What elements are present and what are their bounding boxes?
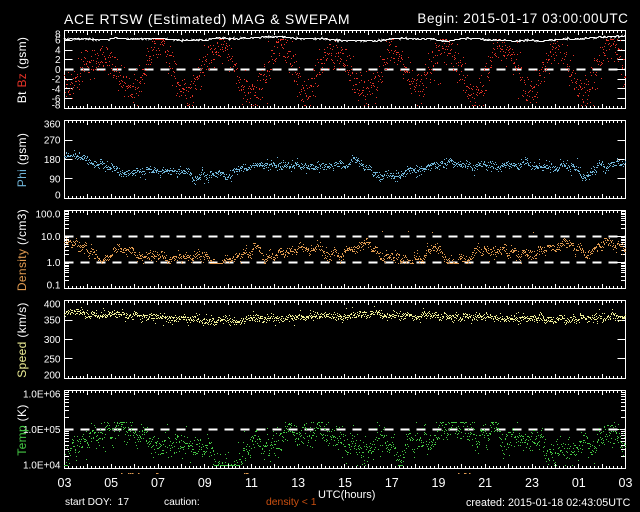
svg-text:-6: -6: [52, 94, 61, 105]
svg-text:8: 8: [55, 29, 61, 40]
svg-text:250: 250: [44, 354, 61, 365]
svg-text:1.0: 1.0: [47, 258, 61, 269]
svg-text:10.0: 10.0: [41, 232, 61, 243]
svg-text:-2: -2: [52, 75, 61, 86]
svg-text:0.1: 0.1: [47, 280, 61, 291]
svg-text:19: 19: [432, 476, 446, 490]
svg-text:03: 03: [619, 476, 633, 490]
svg-text:180: 180: [44, 155, 61, 166]
svg-text:0: 0: [55, 65, 61, 76]
svg-text:13: 13: [291, 476, 305, 490]
svg-text:90: 90: [49, 174, 61, 185]
svg-text:07: 07: [151, 476, 165, 490]
svg-text:6: 6: [55, 36, 61, 47]
svg-text:0: 0: [55, 190, 61, 201]
svg-text:4: 4: [55, 45, 61, 56]
svg-text:-8: -8: [52, 100, 61, 111]
svg-text:1.0E+04: 1.0E+04: [23, 460, 61, 471]
svg-text:09: 09: [198, 476, 212, 490]
svg-text:15: 15: [338, 476, 352, 490]
svg-text:300: 300: [44, 335, 61, 346]
svg-text:17: 17: [385, 476, 399, 490]
svg-text:21: 21: [478, 476, 492, 490]
svg-text:23: 23: [525, 476, 539, 490]
svg-text:200: 200: [44, 370, 61, 381]
svg-text:-4: -4: [52, 84, 61, 95]
svg-text:11: 11: [245, 476, 258, 490]
svg-text:1.0E+06: 1.0E+06: [23, 389, 61, 400]
svg-text:1.0E+05: 1.0E+05: [23, 425, 61, 436]
svg-text:03: 03: [58, 476, 72, 490]
svg-text:01: 01: [572, 476, 586, 490]
svg-text:100.0: 100.0: [35, 209, 60, 220]
svg-text:05: 05: [104, 476, 118, 490]
svg-text:270: 270: [44, 135, 61, 146]
svg-text:350: 350: [44, 315, 61, 326]
svg-text:400: 400: [44, 299, 61, 310]
svg-text:2: 2: [55, 55, 61, 66]
svg-text:360: 360: [44, 119, 61, 130]
